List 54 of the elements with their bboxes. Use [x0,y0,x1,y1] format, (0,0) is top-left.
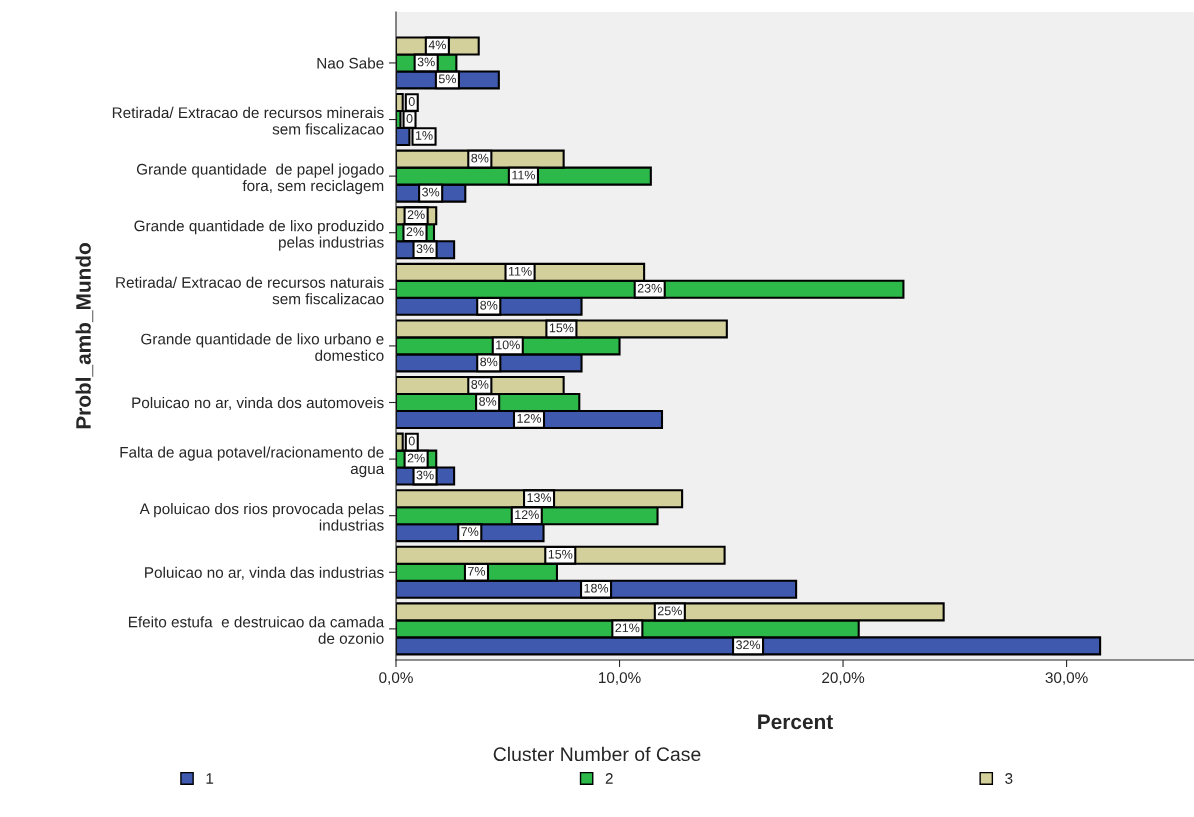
y-tick-label: Efeito estufa e destruicao da camada de ozonio [128,616,385,644]
data-label: 11% [508,266,532,276]
data-label: 8% [480,300,498,310]
y-tick-label: Grande quantidade de lixo produzido pelas industrias [134,220,384,251]
data-label: 25% [657,606,682,616]
legend-label: 1 [206,773,214,784]
data-label: 2% [407,210,425,220]
data-label: 3% [417,57,435,67]
y-tick-label: Poluicao no ar, vinda dos automoveis [132,396,384,410]
data-label: 7% [461,527,479,536]
data-label: 0 [408,97,415,106]
data-label: 4% [428,40,446,50]
data-label: 8% [471,153,489,163]
y-tick-label: Grande quantidade de papel jogado fora, sem reciclagem [136,163,384,195]
legend-label: 3 [1005,773,1013,784]
data-label: 3% [416,470,434,480]
y-tick-label: Falta de agua potavel/racionamento de agua [120,446,385,478]
data-label: 7% [468,566,486,576]
data-label: 21% [615,623,640,633]
x-tick-label: 20,0% [822,672,865,685]
data-label: 32% [736,640,761,650]
y-tick-label: A poluicao dos rios provocada pelas industrias [139,503,384,531]
x-tick-label: 10,0% [599,672,641,685]
y-tick-label: Retirada/ Extracao de recursos minerais sem fiscalizacao [112,106,384,135]
data-label: 18% [584,583,609,593]
y-tick-label: Retirada/ Extracao de recursos naturais sem fiscalizacao [116,276,384,305]
data-label: 8% [480,357,498,367]
data-label: 10% [496,340,520,350]
data-label: 15% [548,549,573,559]
legend-title: Cluster Number of Case [493,746,701,762]
data-label: 13% [527,493,552,503]
data-label: 12% [517,413,542,423]
data-label: 3% [416,244,434,254]
x-tick-label: 0,0% [379,672,413,685]
y-tick-label: Nao Sabe [317,57,384,69]
x-axis-title: Percent [758,714,833,730]
data-label: 1% [415,131,433,140]
x-tick-label: 30,0% [1045,672,1088,685]
data-label: 0 [408,436,415,446]
data-label: 3% [422,187,440,197]
data-label: 8% [471,380,489,389]
data-label: 2% [407,453,425,463]
data-label: 5% [438,74,456,84]
data-label: 8% [479,397,497,406]
data-label: 23% [637,283,662,293]
y-tick-label: Grande quantidade de lixo urbano e domestico [141,333,384,361]
data-label: 0 [406,114,413,123]
y-axis-title: Probl_amb_Mundo [75,243,94,429]
data-label: 12% [515,510,539,519]
data-label: 15% [549,323,574,333]
legend-label: 2 [605,773,613,784]
data-label: 11% [512,170,536,180]
data-label: 2% [406,227,424,237]
y-tick-label: Poluicao no ar, vinda das industrias [145,566,384,580]
